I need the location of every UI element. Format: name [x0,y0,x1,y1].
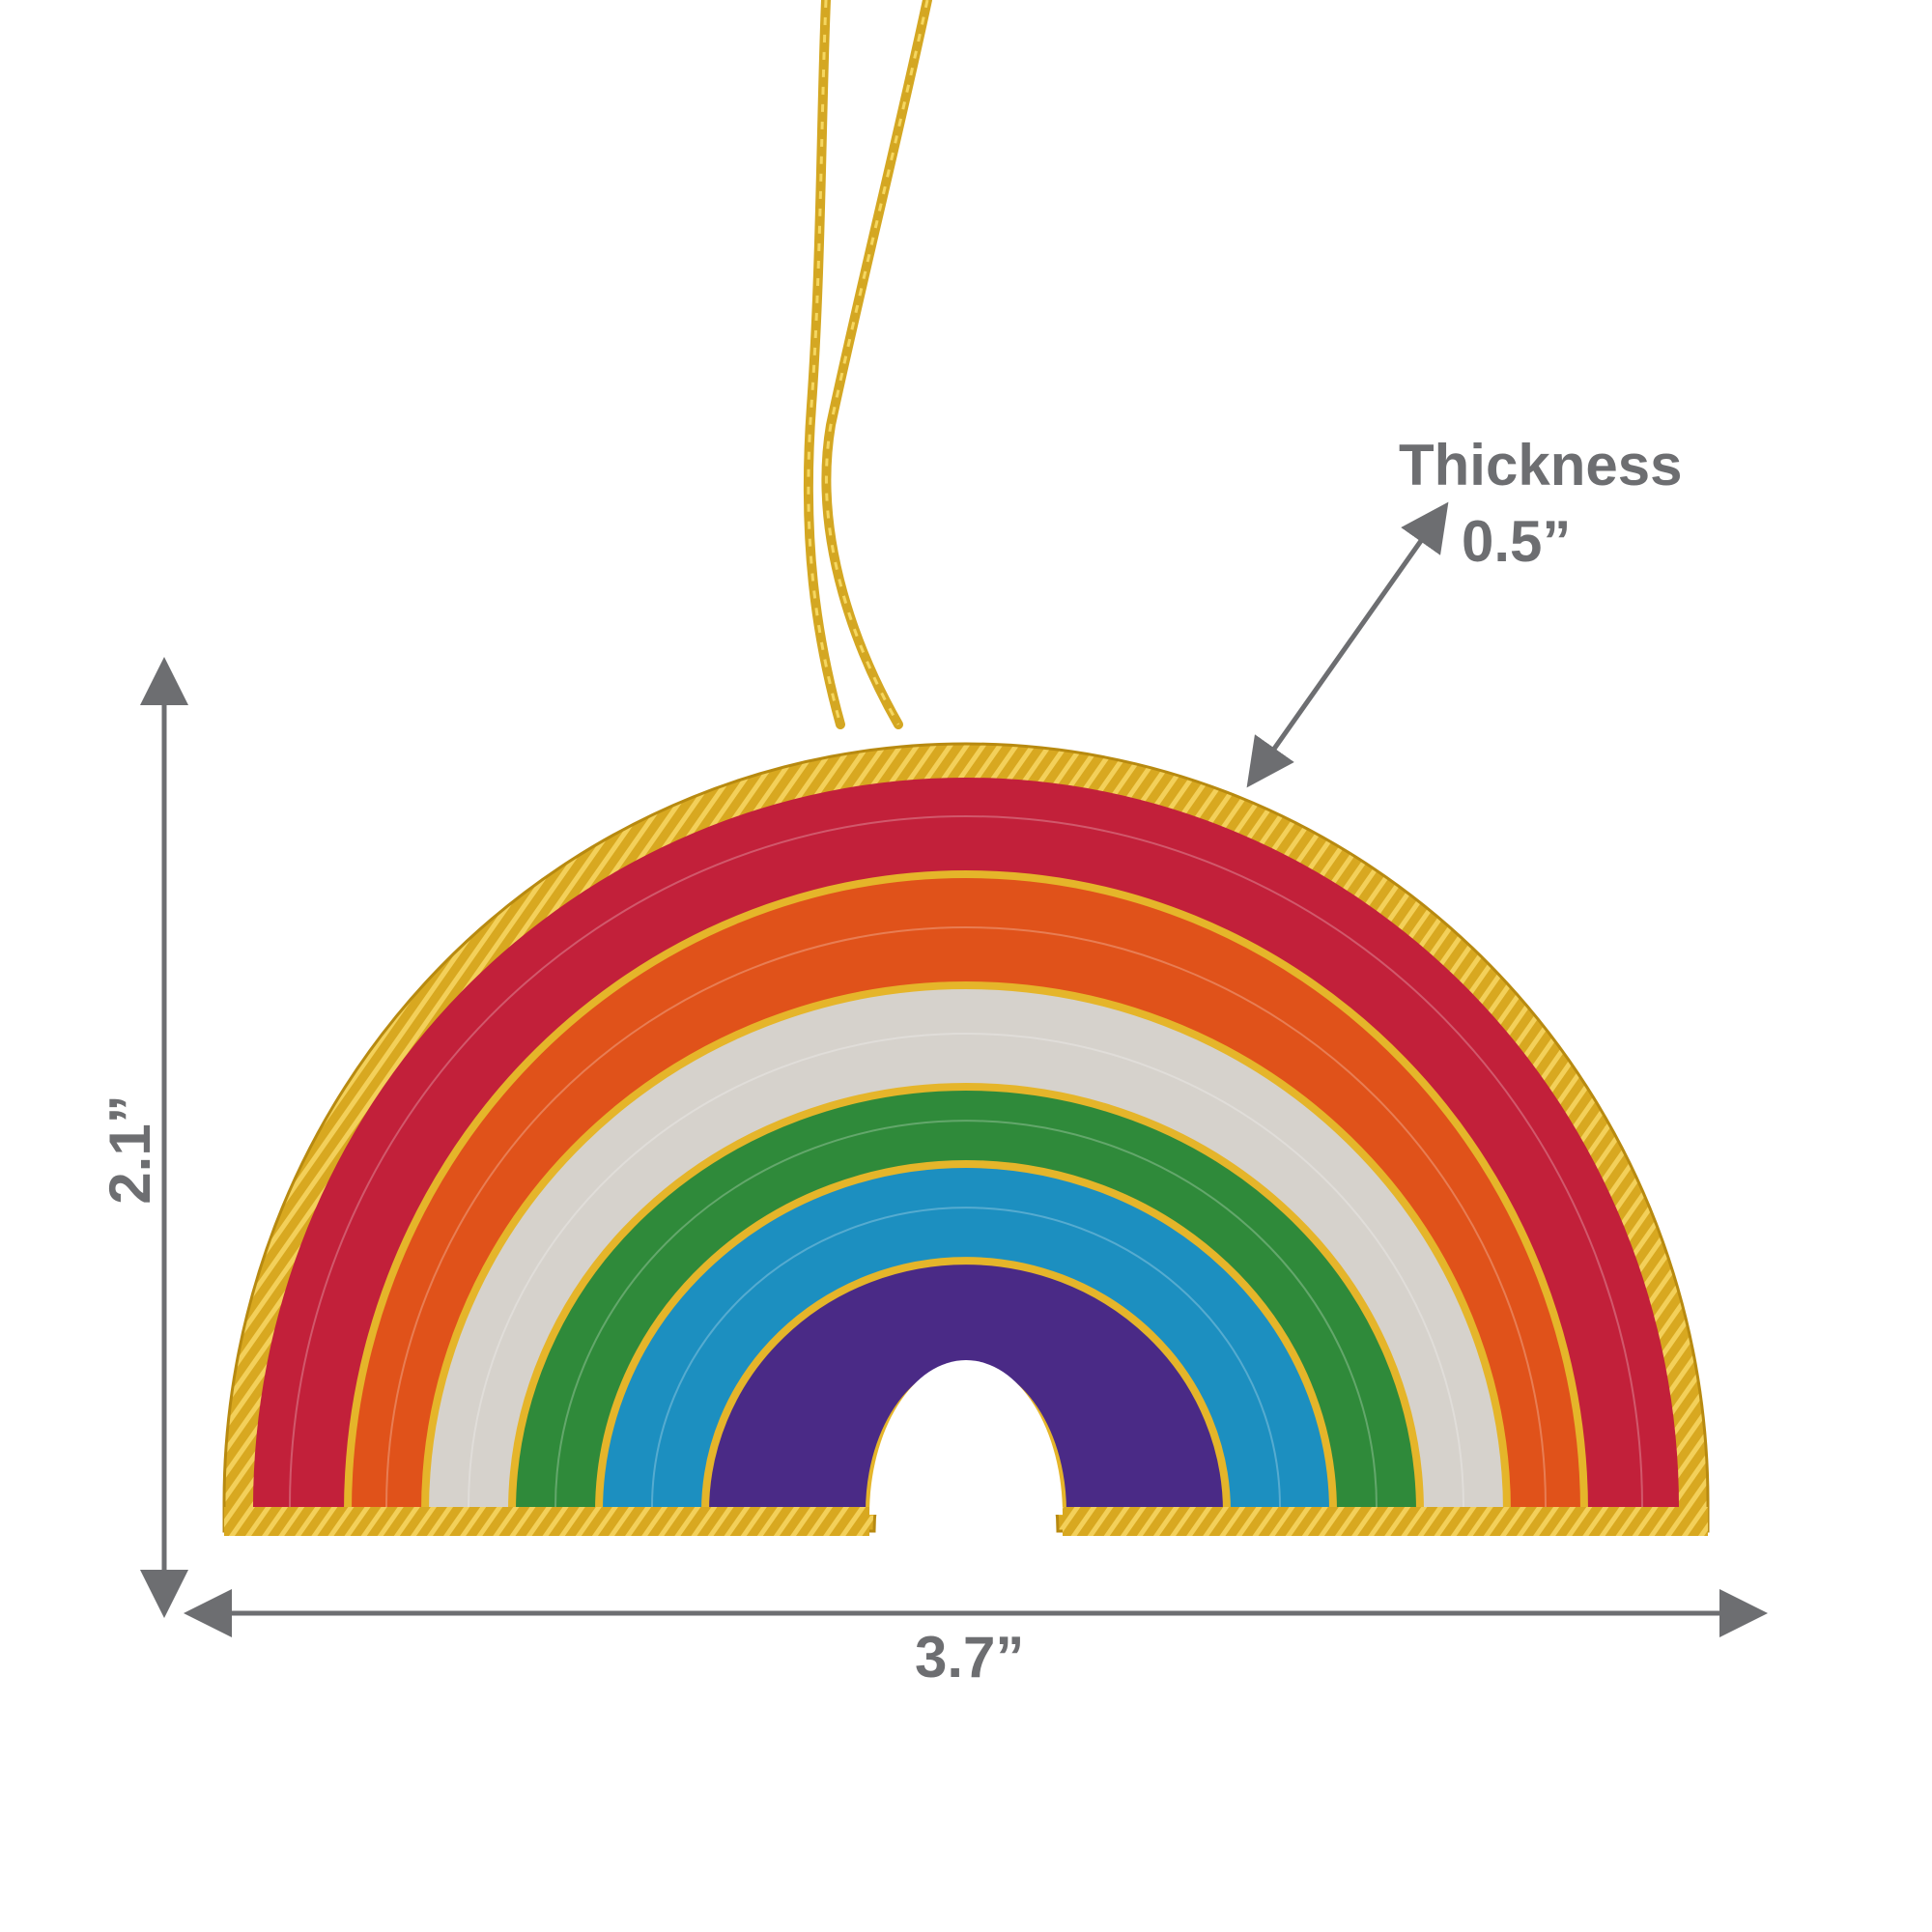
width-value: 3.7” [915,1625,1025,1690]
thickness-arrow [1246,501,1449,788]
height-value: 2.1” [98,1094,162,1205]
ornament-bottom-cord-right [1063,1507,1708,1536]
ornament-inner-opening [869,1360,1063,1515]
ornament-bottom-cord [224,1507,869,1536]
hanging-cord-highlight [807,0,929,725]
rainbow-ornament-illustration [222,742,1710,1536]
thickness-value: 0.5” [1462,509,1572,574]
hanging-cord [803,0,932,729]
thickness-label: Thickness [1399,433,1683,497]
thread-texture [289,815,1643,1508]
